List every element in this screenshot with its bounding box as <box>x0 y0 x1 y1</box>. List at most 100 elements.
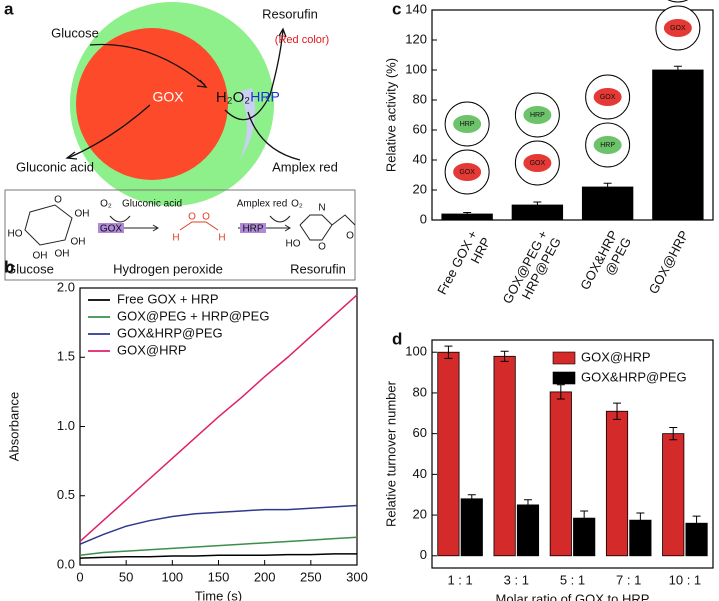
icon-label: HRP <box>530 112 545 119</box>
bar <box>493 355 516 557</box>
label: GOX <box>100 224 123 235</box>
y-tick-label: 0 <box>420 547 427 562</box>
bar <box>662 433 685 557</box>
x-tick-label: 200 <box>254 569 276 584</box>
atom: OH <box>55 249 70 260</box>
label: H₂O₂ <box>216 89 250 106</box>
y-tick-label: 1.0 <box>57 418 75 433</box>
atom: H <box>218 233 225 244</box>
panel-label: a <box>4 0 14 18</box>
label: O₂ <box>100 199 112 210</box>
label: Gluconic acid <box>122 199 182 210</box>
y-tick-label: 120 <box>405 31 427 46</box>
y-tick-label: 60 <box>413 425 427 440</box>
bar <box>437 351 460 557</box>
error-bar <box>463 212 472 216</box>
bar <box>605 410 629 557</box>
atom: H <box>172 233 179 244</box>
y-tick-label: 0.0 <box>57 556 75 571</box>
hrp-box <box>240 223 266 233</box>
label: Resorufin <box>262 6 318 21</box>
legend-label: GOX@PEG + HRP@PEG <box>117 308 269 323</box>
atom: N <box>318 203 325 214</box>
y-tick-label: 100 <box>405 344 427 359</box>
y-tick-label: 40 <box>413 151 427 166</box>
atom: O <box>318 242 326 253</box>
label: HRP <box>242 224 263 235</box>
x-tick-label: 5 : 1 <box>560 572 585 587</box>
bar <box>581 186 634 221</box>
label: Glucose <box>6 261 54 276</box>
x-tick-label: 3 : 1 <box>504 572 529 587</box>
legend-label: GOX&HRP@PEG <box>581 369 687 384</box>
panel-label: b <box>4 257 14 276</box>
x-tick-label: 1 : 1 <box>447 572 472 587</box>
error-bar <box>673 65 682 75</box>
y-tick-label: 1.5 <box>57 349 75 364</box>
atom: O <box>54 195 62 206</box>
plot-frame <box>431 339 714 569</box>
y-tick-label: 80 <box>413 91 427 106</box>
icon-enzyme <box>453 115 482 133</box>
label: Gluconic acid <box>16 159 94 174</box>
legend-label: GOX@HRP <box>581 349 651 364</box>
error-bar <box>669 427 678 441</box>
error-bar <box>444 345 453 359</box>
error-bar <box>533 201 542 209</box>
y-tick-label: 40 <box>413 466 427 481</box>
panel: b 0.0 0.5 1.0 1.5 2.0 Absorbance Time (s) 0 50 100… <box>4 257 368 601</box>
line <box>79 294 358 543</box>
icon-label: GOX <box>600 94 616 101</box>
icon-label: GOX <box>530 160 546 167</box>
line <box>79 553 357 559</box>
icon-enzyme <box>593 88 622 106</box>
atom: HO <box>286 239 301 250</box>
icon-enzyme <box>593 136 622 154</box>
gox-box <box>98 223 124 233</box>
atom: HO <box>8 229 23 240</box>
label: HRP <box>250 89 280 105</box>
legend-swatch <box>552 351 576 365</box>
bar <box>516 504 540 557</box>
x-tick-label: GOX@PEG +HRP@PEG <box>500 228 564 313</box>
error-bar <box>467 494 476 504</box>
label: Resorufin <box>290 261 346 276</box>
y-tick-label: 80 <box>413 384 427 399</box>
error-bar <box>500 350 509 362</box>
y-tick-label: 2.0 <box>57 279 75 294</box>
label: GOX <box>152 89 184 105</box>
atom: O <box>188 212 196 223</box>
atom: O <box>202 212 210 223</box>
x-tick-label: 250 <box>300 569 322 584</box>
icon-enzyme <box>663 19 692 37</box>
error-bar <box>556 384 565 400</box>
label: Amplex red <box>272 159 338 174</box>
label: Amplex red <box>237 199 288 210</box>
x-axis-label: Molar ratio of GOX to HRP <box>496 591 650 601</box>
inner-sphere <box>76 28 228 180</box>
x-tick-label: Free GOX +HRP <box>434 228 494 304</box>
y-tick-label: 100 <box>405 61 427 76</box>
y-tick-label: 140 <box>405 1 427 16</box>
icon-label: GOX <box>459 169 475 176</box>
y-tick-label: 60 <box>413 121 427 136</box>
legend-label: GOX@HRP <box>117 342 187 357</box>
x-tick-label: 0 <box>76 569 83 584</box>
atom: OH <box>75 209 90 220</box>
scheme-box <box>4 189 356 281</box>
error-bar <box>613 402 622 420</box>
error-bar <box>692 515 701 531</box>
atom: OH <box>71 237 86 248</box>
y-tick-label: 20 <box>413 181 427 196</box>
panel: c 0 20 40 60 80 100 120 140 Relative activity (%)… <box>383 0 714 313</box>
icon-label: HRP <box>460 121 475 128</box>
panel-label: d <box>392 329 402 348</box>
panel-label: c <box>392 0 401 18</box>
x-tick-label: 300 <box>346 569 368 584</box>
y-axis-label: Relative turnover number <box>383 380 398 527</box>
label: (Red color) <box>275 34 329 46</box>
legend-swatch <box>552 371 576 385</box>
x-tick-label: 50 <box>119 569 133 584</box>
icon-enzyme <box>523 154 552 172</box>
